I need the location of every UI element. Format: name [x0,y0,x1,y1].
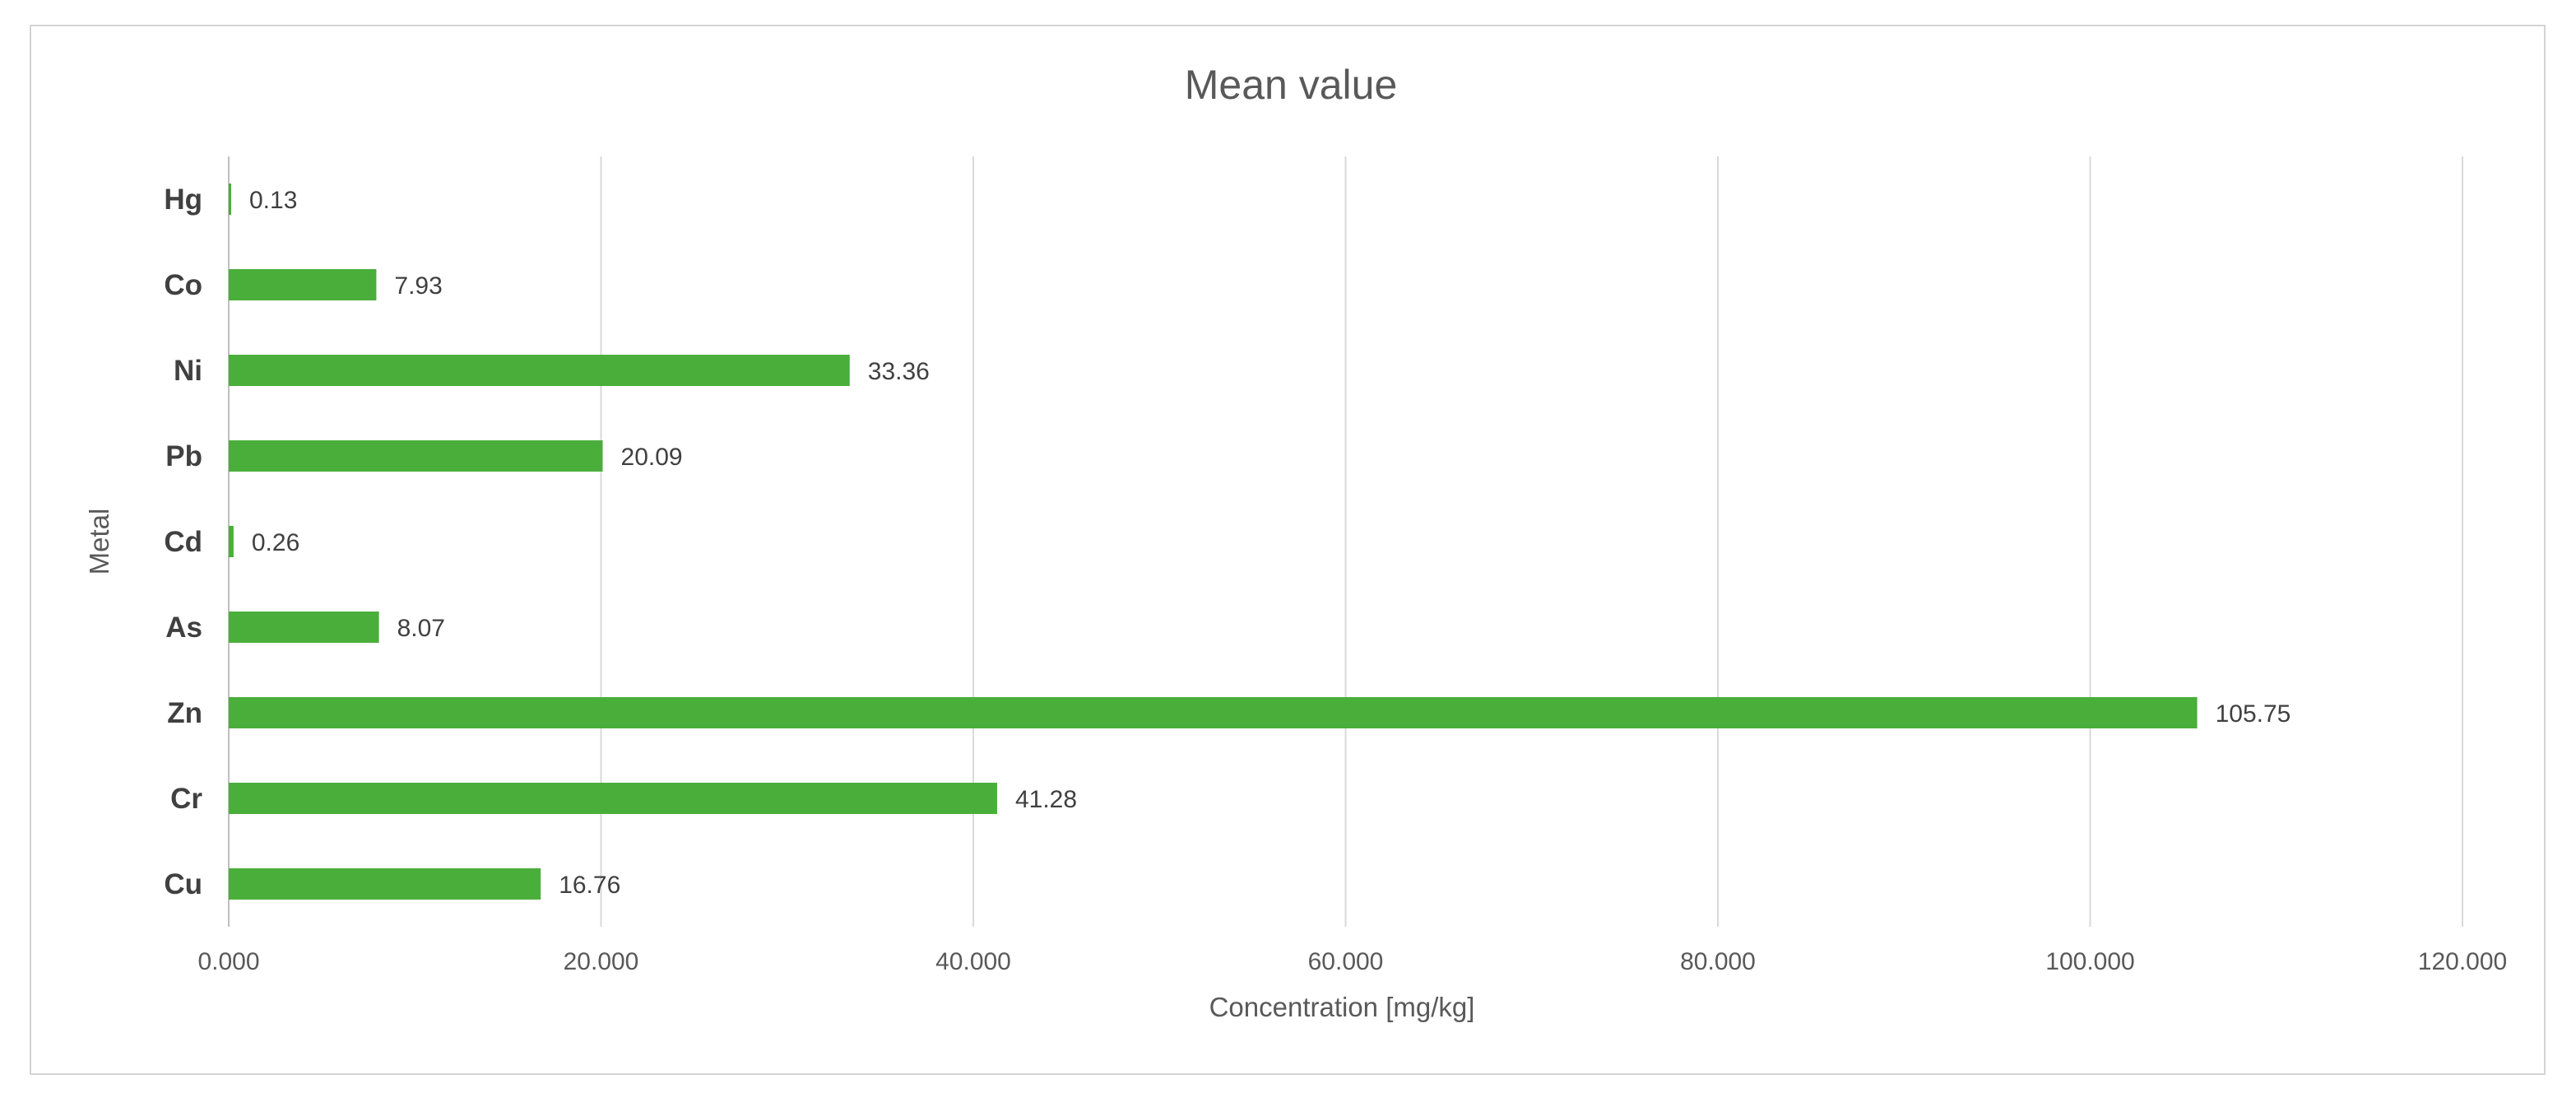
bar-hg [229,184,231,215]
x-tick-label: 100.000 [2045,948,2134,975]
bar-ni [229,355,850,386]
data-label: 7.93 [394,272,442,300]
x-tick-label: 60.000 [1308,948,1384,975]
x-axis-title: Concentration [mg/kg] [1209,992,1475,1022]
bar-co [229,269,377,300]
data-label: 0.26 [252,529,299,556]
data-label: 16.76 [559,872,620,899]
bar-zn [229,697,2198,728]
x-tick-label: 20.000 [564,948,639,975]
data-label: 8.07 [397,615,445,642]
category-label: Cu [164,868,202,900]
category-label: Hg [164,184,202,216]
data-label: 0.13 [249,187,297,214]
category-label: As [165,612,202,644]
bar-as [229,612,379,643]
data-label: 41.28 [1015,786,1077,813]
category-label: Cd [164,526,202,558]
category-label: Ni [174,355,202,387]
category-label: Co [164,269,202,301]
category-label: Cr [170,783,202,815]
chart-frame: Mean value 0.000 20.000 40.000 60.000 80.000… [30,25,2546,1075]
x-tick-label: 120.000 [2418,948,2507,975]
data-label: 105.75 [2216,700,2291,728]
bars [229,184,2198,900]
bar-chart: Mean value 0.000 20.000 40.000 60.000 80.000… [84,62,2507,1022]
bar-cu [229,868,541,900]
bar-cd [229,526,234,557]
labels: 0.000 20.000 40.000 60.000 80.000 100.000 120.… [164,184,2507,975]
bar-pb [229,440,603,472]
bar-cr [229,783,997,814]
y-axis-title: Metal [84,509,114,575]
category-label: Pb [165,440,202,472]
category-label: Zn [167,697,202,729]
chart-title: Mean value [1185,62,1398,108]
data-label: 20.09 [621,444,683,471]
data-label: 33.36 [868,358,930,385]
x-tick-label: 0.000 [197,948,259,975]
x-tick-label: 40.000 [935,948,1011,975]
x-tick-label: 80.000 [1680,948,1756,975]
